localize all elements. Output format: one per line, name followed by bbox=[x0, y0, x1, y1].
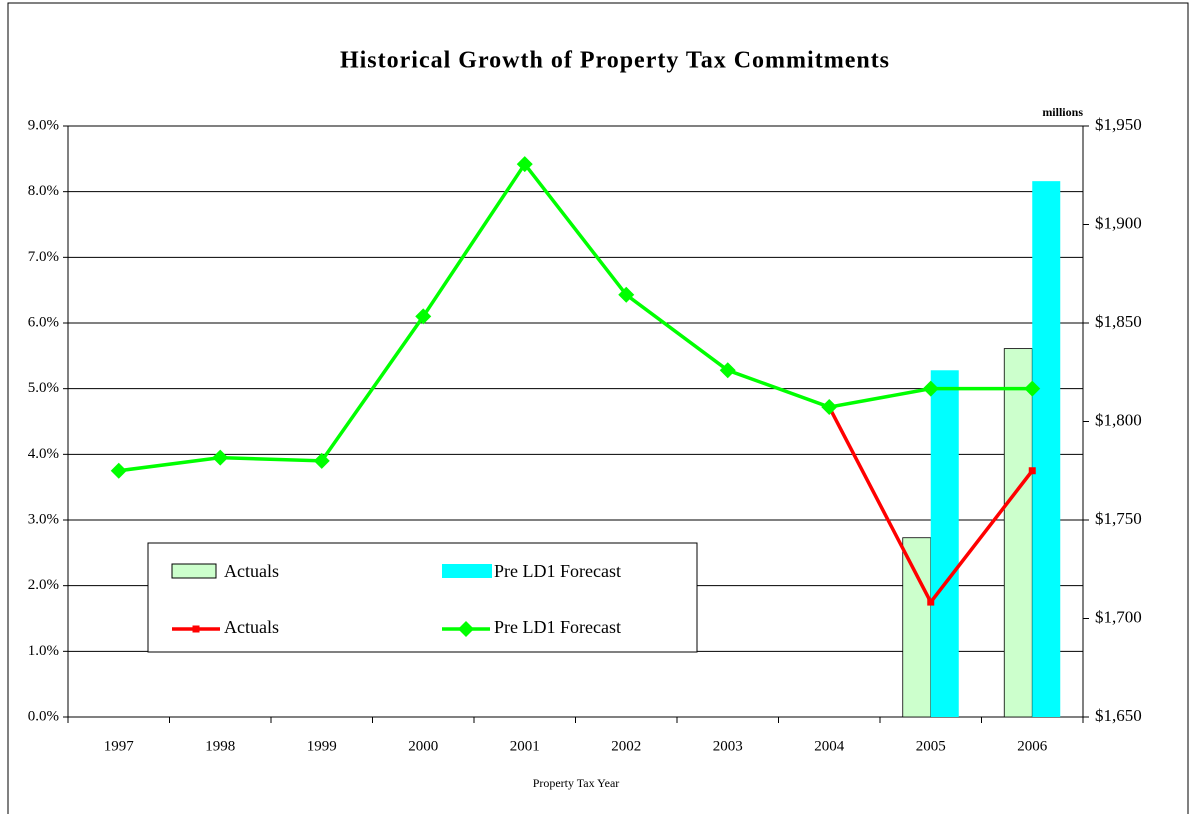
line-marker bbox=[313, 452, 330, 469]
legend-swatch bbox=[442, 564, 492, 578]
y2-tick-label: $1,650 bbox=[1095, 706, 1142, 725]
line-marker bbox=[1024, 380, 1041, 397]
x-tick-label: 2003 bbox=[713, 738, 743, 754]
bar bbox=[1032, 181, 1061, 717]
chart-frame bbox=[7, 2, 1189, 814]
y2-unit-label: millions bbox=[1042, 105, 1083, 119]
y2-tick-label: $1,700 bbox=[1095, 607, 1142, 626]
line-marker bbox=[618, 286, 635, 303]
legend-swatch bbox=[171, 563, 217, 579]
line-marker bbox=[1028, 467, 1036, 475]
y2-tick-label: $1,850 bbox=[1095, 312, 1142, 331]
line-marker bbox=[212, 449, 229, 466]
x-tick-label: 2000 bbox=[408, 738, 438, 754]
chart-title: Historical Growth of Property Tax Commit… bbox=[340, 48, 890, 74]
line-marker bbox=[415, 308, 432, 325]
x-tick-label: 1997 bbox=[104, 738, 135, 754]
legend-label: Actuals bbox=[224, 561, 279, 581]
x-tick-label: 2005 bbox=[916, 738, 946, 754]
y-tick-label: 5.0% bbox=[28, 380, 59, 396]
x-tick-label: 1999 bbox=[307, 738, 337, 754]
y-tick-label: 9.0% bbox=[28, 117, 59, 133]
y-tick-label: 1.0% bbox=[28, 643, 59, 659]
line bbox=[118, 161, 1033, 473]
legend-label: Pre LD1 Forecast bbox=[494, 617, 621, 637]
bar bbox=[902, 537, 932, 718]
y-tick-label: 4.0% bbox=[28, 446, 59, 462]
y-tick-label: 6.0% bbox=[28, 314, 59, 330]
line-marker bbox=[516, 156, 533, 173]
legend bbox=[147, 542, 698, 653]
bar bbox=[930, 370, 959, 717]
y2-tick-label: $1,750 bbox=[1095, 509, 1142, 528]
line-marker bbox=[821, 399, 838, 416]
line-marker bbox=[110, 462, 127, 479]
y-tick-label: 7.0% bbox=[28, 249, 59, 265]
legend-label: Pre LD1 Forecast bbox=[494, 561, 621, 581]
y2-tick-label: $1,950 bbox=[1095, 115, 1142, 134]
legend-marker bbox=[458, 621, 474, 637]
x-tick-label: 2006 bbox=[1017, 738, 1048, 754]
line-marker bbox=[927, 598, 935, 606]
y-tick-label: 8.0% bbox=[28, 183, 59, 199]
legend-label: Actuals bbox=[224, 617, 279, 637]
bar bbox=[1003, 348, 1033, 718]
y-tick-label: 0.0% bbox=[28, 708, 59, 724]
x-tick-label: 2002 bbox=[611, 738, 641, 754]
y2-tick-label: $1,900 bbox=[1095, 213, 1142, 232]
legend-marker bbox=[192, 625, 200, 633]
y-tick-label: 2.0% bbox=[28, 577, 59, 593]
x-tick-label: 1998 bbox=[205, 738, 235, 754]
x-tick-label: 2001 bbox=[510, 738, 540, 754]
y-tick-label: 3.0% bbox=[28, 511, 59, 527]
x-tick-label: 2004 bbox=[814, 738, 845, 754]
line-marker bbox=[719, 362, 736, 379]
line-marker bbox=[922, 380, 939, 397]
x-axis-label: Property Tax Year bbox=[533, 776, 620, 790]
y2-tick-label: $1,800 bbox=[1095, 410, 1142, 429]
